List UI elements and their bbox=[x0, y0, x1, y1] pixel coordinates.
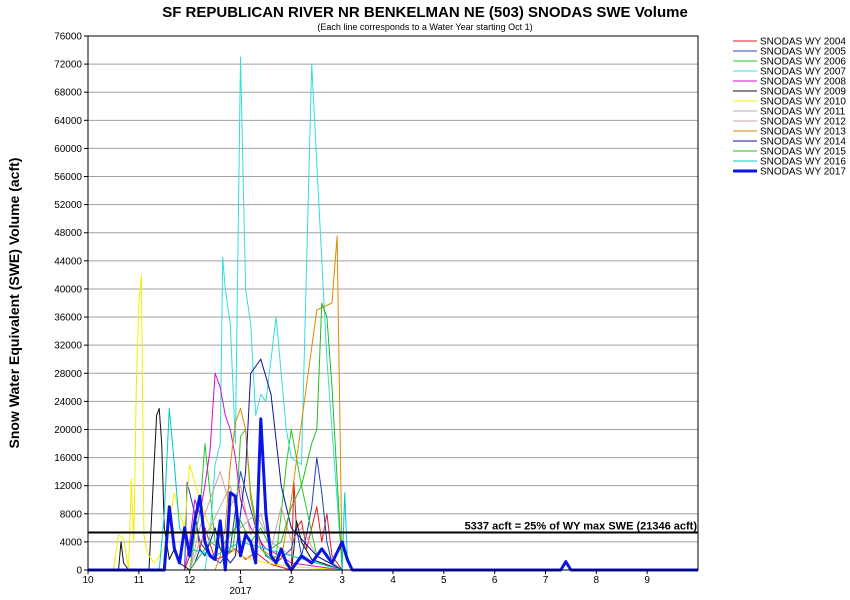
y-axis-ticks: 0 4000 8000 12000 16000 20000 24000 28000 32000 3… bbox=[54, 32, 88, 577]
legend-label: SNODAS WY 2013 bbox=[760, 127, 846, 138]
x-tick-label: 7 bbox=[543, 575, 549, 586]
series-line-snodas-wy-2017 bbox=[88, 417, 698, 572]
legend-label: SNODAS WY 2004 bbox=[760, 37, 846, 48]
x-tick-label: 12 bbox=[184, 575, 196, 586]
grid-lines bbox=[88, 63, 698, 543]
series-line-snodas-wy-2005 bbox=[88, 457, 343, 571]
y-tick-label: 72000 bbox=[54, 60, 82, 71]
x-tick-label: 10 bbox=[82, 575, 94, 586]
y-tick-label: 0 bbox=[76, 566, 82, 577]
legend-label: SNODAS WY 2006 bbox=[760, 57, 846, 68]
y-tick-label: 8000 bbox=[60, 509, 83, 520]
y-tick-label: 76000 bbox=[54, 32, 82, 43]
series-line-snodas-wy-2014 bbox=[88, 358, 343, 571]
legend-label: SNODAS WY 2015 bbox=[760, 147, 846, 158]
y-tick-label: 20000 bbox=[54, 425, 82, 436]
chart-title: SF REPUBLICAN RIVER NR BENKELMAN NE (503… bbox=[162, 4, 688, 21]
y-tick-label: 52000 bbox=[54, 200, 82, 211]
x-tick-label: 1 bbox=[238, 575, 244, 586]
legend-label: SNODAS WY 2009 bbox=[760, 87, 846, 98]
legend-label: SNODAS WY 2010 bbox=[760, 97, 846, 108]
y-tick-label: 16000 bbox=[54, 453, 82, 464]
x-tick-label: 2 bbox=[289, 575, 295, 586]
series-layer bbox=[88, 56, 698, 572]
x-tick-label: 5 bbox=[441, 575, 447, 586]
y-tick-label: 68000 bbox=[54, 88, 82, 99]
legend-label: SNODAS WY 2007 bbox=[760, 67, 846, 78]
x-tick-label: 3 bbox=[339, 575, 345, 586]
y-tick-label: 60000 bbox=[54, 144, 82, 155]
y-tick-label: 56000 bbox=[54, 172, 82, 183]
legend-label: SNODAS WY 2011 bbox=[760, 107, 846, 118]
legend-label: SNODAS WY 2008 bbox=[760, 77, 846, 88]
plot-area bbox=[88, 36, 698, 570]
y-tick-label: 64000 bbox=[54, 116, 82, 127]
chart-subtitle: (Each line corresponds to a Water Year s… bbox=[317, 22, 532, 32]
series-line-snodas-wy-2004 bbox=[88, 481, 343, 571]
legend-label: SNODAS WY 2012 bbox=[760, 117, 846, 128]
y-tick-label: 40000 bbox=[54, 284, 82, 295]
threshold-label: 5337 acft = 25% of WY max SWE (21346 acf… bbox=[465, 521, 698, 533]
y-tick-label: 28000 bbox=[54, 369, 82, 380]
y-axis-label: Snow Water Equivalent (SWE) Volume (acft… bbox=[6, 158, 22, 449]
y-tick-label: 36000 bbox=[54, 313, 82, 324]
x-tick-label: 8 bbox=[594, 575, 600, 586]
y-tick-label: 12000 bbox=[54, 481, 82, 492]
x-tick-label: 4 bbox=[390, 575, 396, 586]
legend-label: SNODAS WY 2014 bbox=[760, 137, 846, 148]
y-tick-label: 32000 bbox=[54, 341, 82, 352]
x-tick-label: 9 bbox=[644, 575, 650, 586]
y-tick-label: 24000 bbox=[54, 397, 82, 408]
legend-label: SNODAS WY 2017 bbox=[760, 167, 846, 178]
x-tick-label: 11 bbox=[134, 575, 145, 586]
x-tick-label: 6 bbox=[492, 575, 498, 586]
x-axis-ticks: 10 11 12 1 2 3 4 5 6 7 8 9 bbox=[82, 570, 650, 586]
x-year-label: 2017 bbox=[229, 586, 252, 597]
y-tick-label: 48000 bbox=[54, 228, 82, 239]
y-tick-label: 4000 bbox=[60, 537, 83, 548]
y-tick-label: 44000 bbox=[54, 256, 82, 267]
legend-label: SNODAS WY 2005 bbox=[760, 47, 846, 58]
legend-label: SNODAS WY 2016 bbox=[760, 157, 846, 168]
